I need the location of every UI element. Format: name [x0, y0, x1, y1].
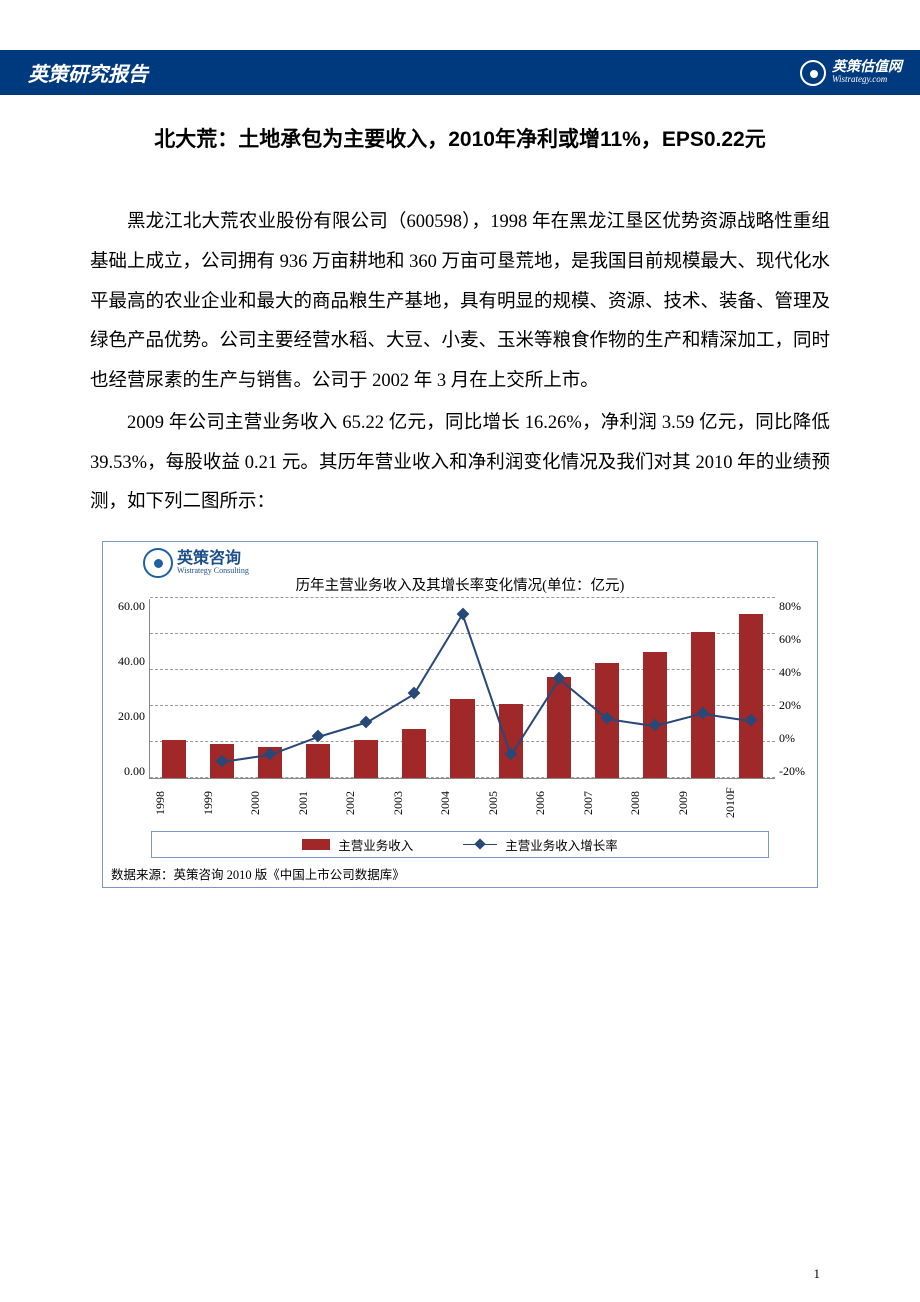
plot-area — [149, 599, 775, 779]
document-title: 北大荒：土地承包为主要收入，2010年净利或增11%，EPS0.22元 — [90, 123, 830, 153]
bar — [306, 744, 330, 778]
chart-source: 数据来源：英策咨询 2010 版《中国上市公司数据库》 — [111, 864, 809, 883]
line-segment — [366, 693, 415, 723]
x-tick: 2003 — [391, 783, 439, 823]
header-logo: 英策估值网 Wistrategy.com — [800, 60, 902, 86]
y-axis-right: 80%60%40%20%0%-20% — [775, 599, 809, 779]
header-title: 英策研究报告 — [28, 58, 148, 87]
chart-legend: 主营业务收入 主营业务收入增长率 — [151, 831, 769, 858]
x-tick: 1999 — [201, 783, 249, 823]
bar — [643, 652, 667, 778]
x-tick: 2004 — [438, 783, 486, 823]
x-tick: 2010F — [723, 783, 771, 823]
line-segment — [318, 722, 366, 738]
x-tick: 2006 — [533, 783, 581, 823]
logo-text-cn: 英策估值网 — [832, 61, 902, 75]
bar — [354, 740, 378, 778]
chart-logo-cn: 英策咨询 — [177, 551, 249, 568]
x-tick: 2001 — [296, 783, 344, 823]
x-tick: 2009 — [676, 783, 724, 823]
bar — [450, 699, 474, 778]
paragraph-2: 2009 年公司主营业务收入 65.22 亿元，同比增长 16.26%，净利润 … — [90, 404, 830, 523]
logo-text-en: Wistrategy.com — [832, 75, 902, 84]
x-tick: 2008 — [628, 783, 676, 823]
bar — [739, 614, 763, 778]
chart-logo-icon — [143, 548, 173, 578]
x-axis: 1998199920002001200220032004200520062007… — [153, 783, 771, 823]
legend-line: 主营业务收入增长率 — [463, 835, 618, 854]
logo-icon — [800, 60, 826, 86]
legend-bar-label: 主营业务收入 — [338, 835, 413, 854]
x-tick: 1998 — [153, 783, 201, 823]
legend-line-label: 主营业务收入增长率 — [505, 835, 618, 854]
chart-logo-en: Wistrategy Consulting — [177, 567, 249, 575]
chart-logo: 英策咨询 Wistrategy Consulting — [143, 548, 249, 578]
page-number: 1 — [814, 1266, 821, 1282]
x-tick: 2007 — [581, 783, 629, 823]
x-tick: 2002 — [343, 783, 391, 823]
line-segment — [414, 614, 463, 694]
legend-bar-swatch — [302, 839, 330, 850]
legend-line-swatch — [463, 840, 497, 850]
report-header: 英策研究报告 英策估值网 Wistrategy.com — [0, 50, 920, 95]
bar — [162, 740, 186, 778]
paragraph-1: 黑龙江北大荒农业股份有限公司（600598），1998 年在黑龙江垦区优势资源战… — [90, 203, 830, 402]
revenue-chart: 英策咨询 Wistrategy Consulting 历年主营业务收入及其增长率… — [102, 541, 818, 888]
bar — [402, 729, 426, 779]
x-tick: 2000 — [248, 783, 296, 823]
legend-bar: 主营业务收入 — [302, 835, 413, 854]
y-axis-left: 60.0040.0020.000.00 — [111, 599, 149, 779]
x-tick: 2005 — [486, 783, 534, 823]
bar — [691, 632, 715, 778]
document-body: 北大荒：土地承包为主要收入，2010年净利或增11%，EPS0.22元 黑龙江北… — [0, 95, 920, 888]
